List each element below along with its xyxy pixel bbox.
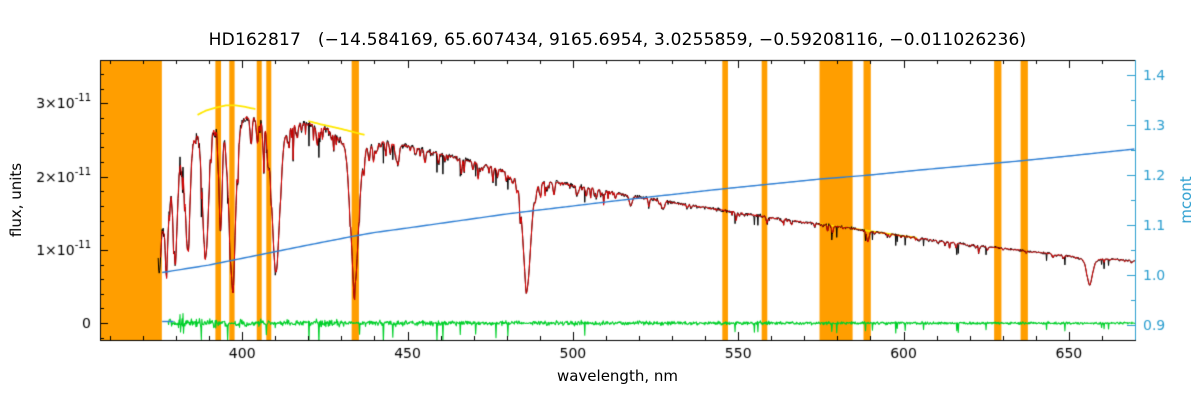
y-axis-label-flux: flux, units <box>7 162 25 238</box>
chart-title: HD162817 (−14.584169, 65.607434, 9165.69… <box>208 30 1027 50</box>
x-axis-label: wavelength, nm <box>556 367 679 385</box>
y-axis-label-mcont: mcont <box>1177 176 1195 224</box>
